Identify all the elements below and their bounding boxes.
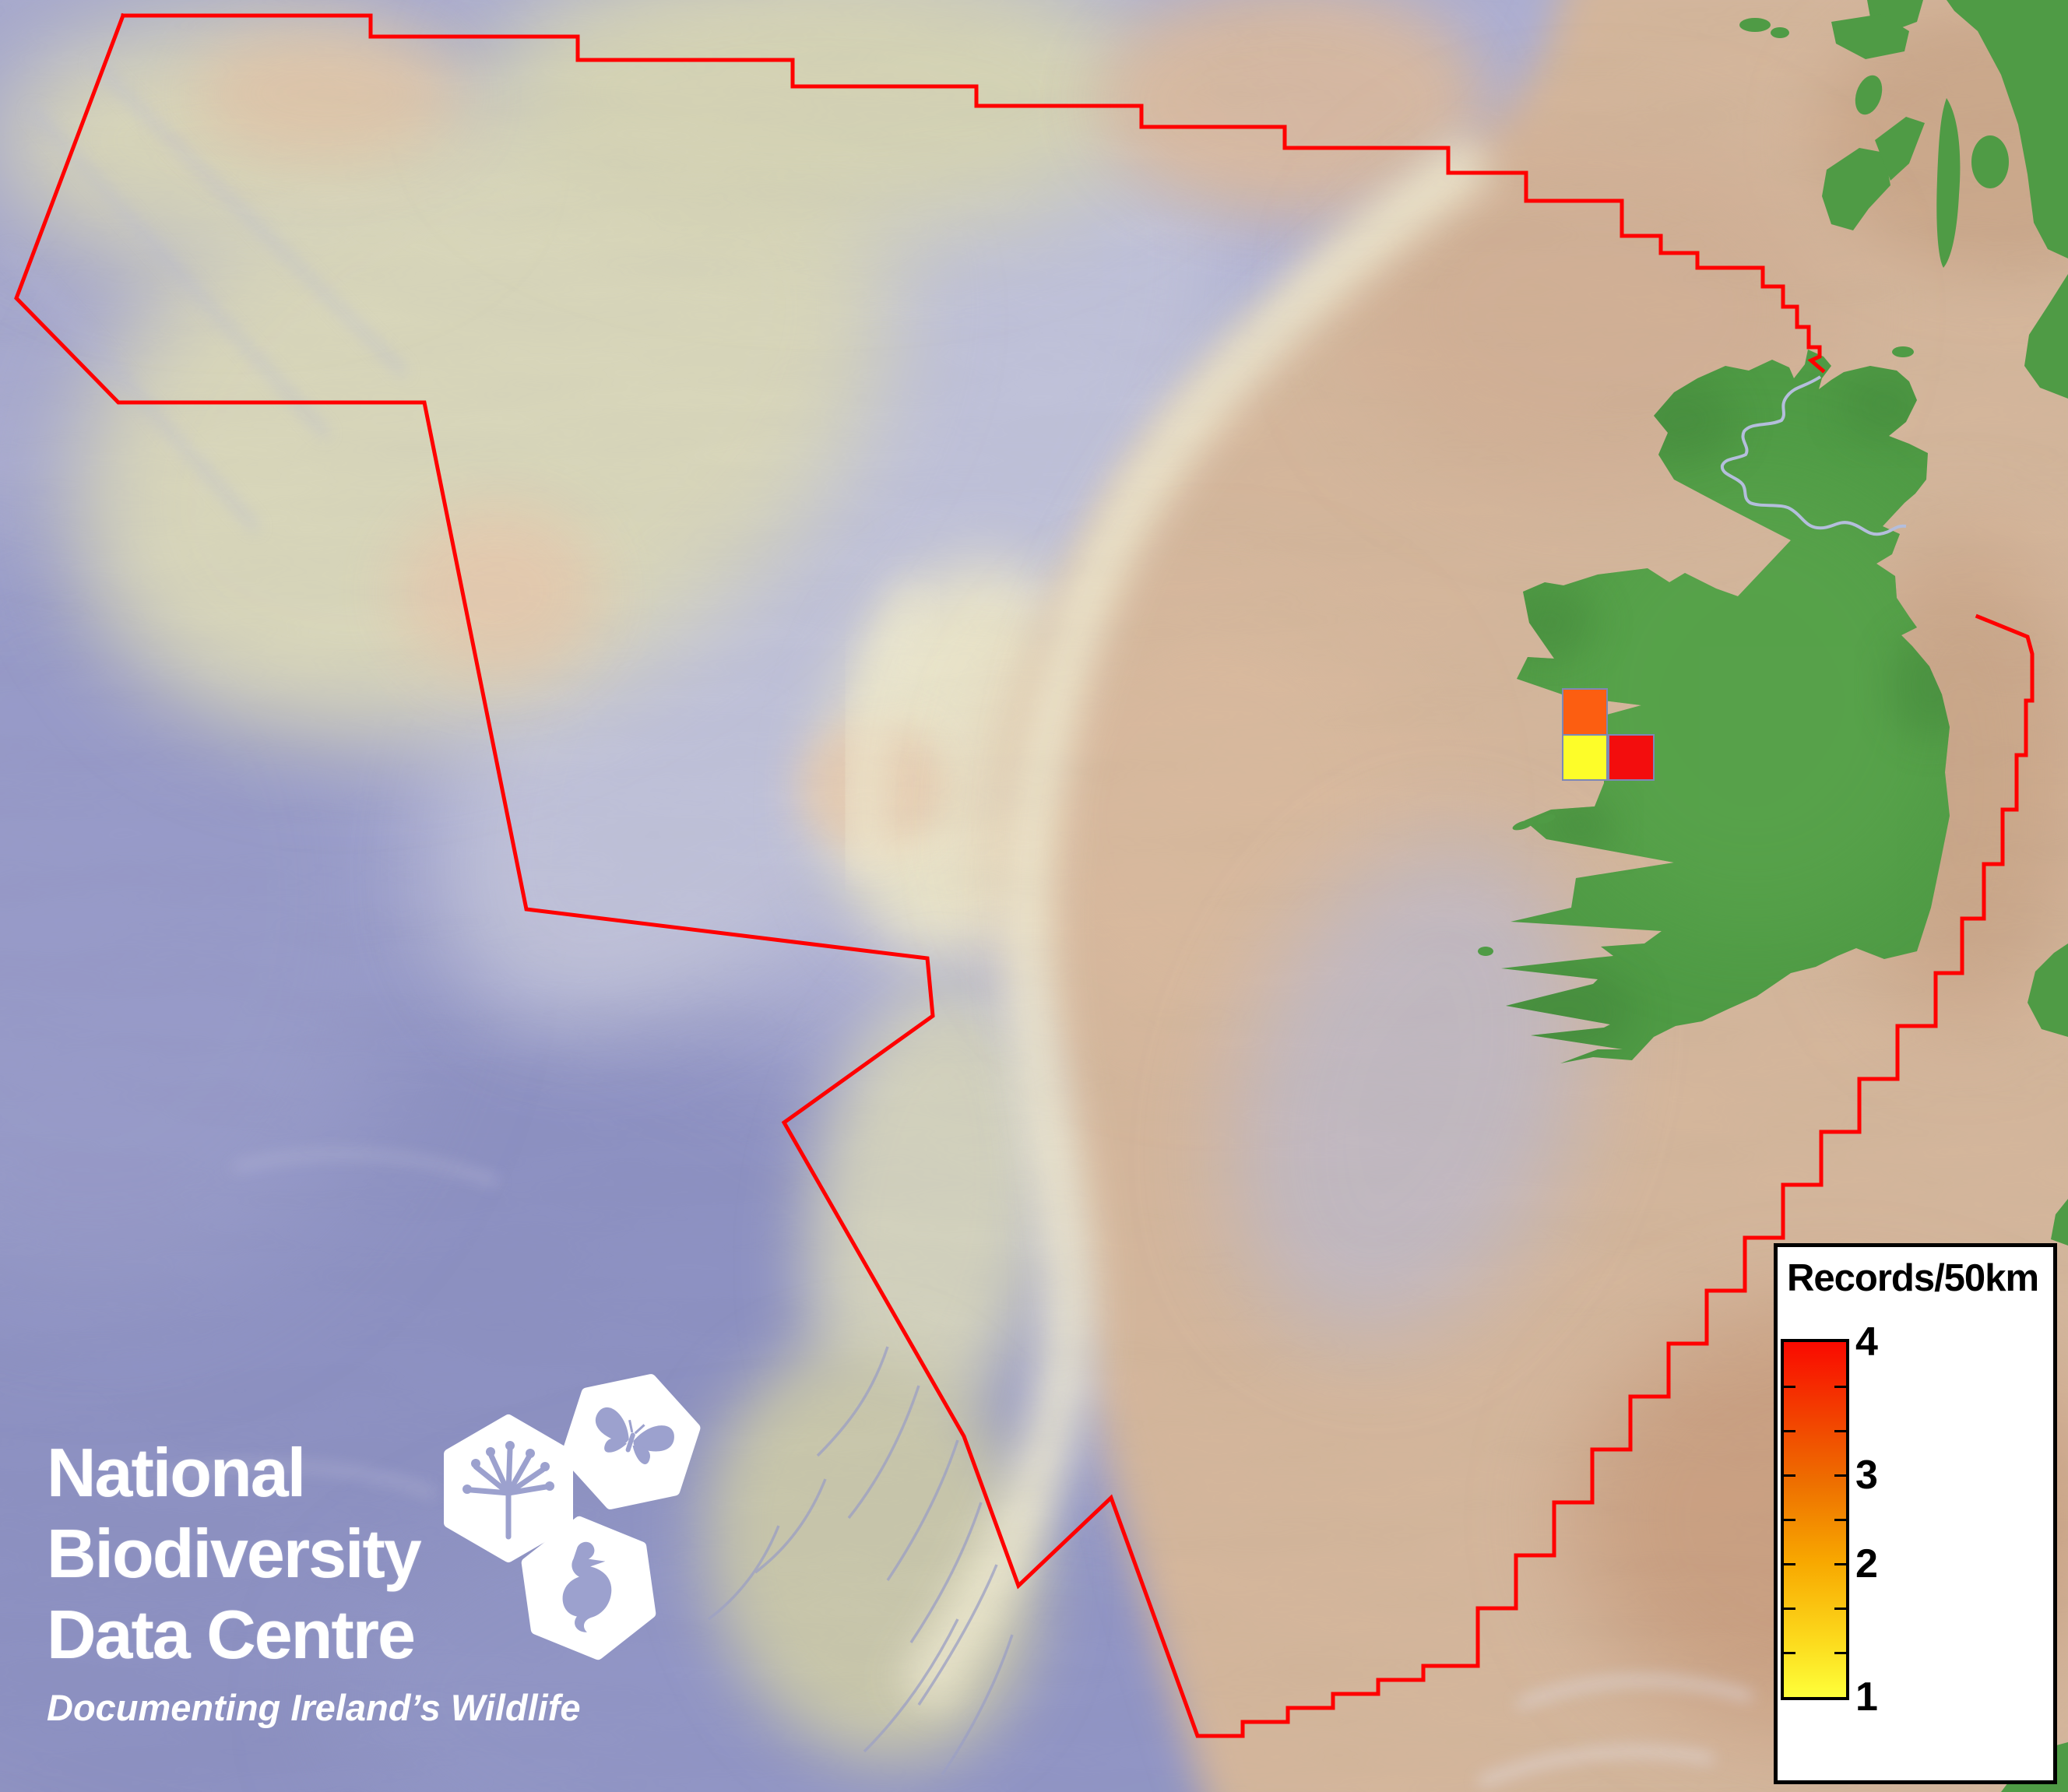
hexagon-seahorse [521, 1516, 656, 1660]
legend-panel: Records/50km 4 3 2 1 [1774, 1243, 2057, 1784]
legend-minor-tick [1834, 1563, 1846, 1565]
logo-tagline: Documenting Ireland’s Wildlife [47, 1687, 581, 1728]
cell-yellow [1562, 734, 1608, 781]
legend-minor-tick [1834, 1608, 1846, 1610]
legend-minor-tick [1784, 1563, 1795, 1565]
tiree-island [1739, 18, 1771, 32]
rathlin-island [1892, 346, 1914, 357]
ni-border-line [1720, 375, 1907, 536]
legend-label-2: 2 [1855, 1541, 1878, 1586]
legend-minor-tick [1784, 1474, 1795, 1477]
legend-minor-tick [1784, 1386, 1795, 1388]
legend-minor-tick [1784, 1519, 1795, 1521]
wales-coast [2028, 943, 2068, 1037]
logo-hexagons [444, 1374, 701, 1660]
landmasses [1478, 0, 2068, 1792]
legend-minor-tick [1784, 1652, 1795, 1654]
scotland-landmass [1947, 0, 2068, 258]
blasket-island [1478, 947, 1493, 956]
eez-boundary-south-east [14, 12, 2035, 1738]
islay-island [1822, 148, 1890, 230]
logo-line-3: Data Centre [47, 1596, 416, 1673]
kintyre-peninsula [1936, 98, 1961, 268]
aran-islands-2 [1537, 813, 1556, 824]
legend-minor-tick [1834, 1474, 1846, 1477]
legend-label-4: 4 [1855, 1319, 1878, 1365]
legend-gradient-bar [1781, 1339, 1849, 1700]
legend-minor-tick [1834, 1386, 1846, 1388]
jura-island [1875, 117, 1925, 181]
cell-red [1608, 734, 1655, 781]
colonsay-island [1855, 75, 1883, 115]
eez-boundary [14, 12, 2035, 1738]
legend-label-1: 1 [1855, 1674, 1878, 1720]
legend-minor-tick [1834, 1519, 1846, 1521]
plant-umbel-icon [462, 1441, 554, 1540]
legend-label-3: 3 [1855, 1453, 1878, 1498]
legend-minor-tick [1784, 1608, 1795, 1610]
legend-title: Records/50km [1787, 1257, 2039, 1299]
logo-line-2: Biodiversity [47, 1515, 422, 1592]
ireland-relief [1501, 370, 1950, 1059]
record-grid-cells [1562, 688, 1655, 781]
coll-island [1771, 27, 1789, 38]
arran-island [1971, 135, 2009, 188]
nbdc-logo: National Biodiversity Data Centre Docume… [47, 1374, 747, 1759]
seahorse-icon [562, 1541, 612, 1632]
galloway-landmass [2024, 274, 2068, 399]
hexagon-plant [444, 1414, 573, 1562]
logo-line-1: National [47, 1434, 306, 1511]
wales-sliver [2051, 1199, 2068, 1246]
aran-islands [1512, 820, 1534, 831]
legend-minor-tick [1834, 1430, 1846, 1432]
hexagon-butterfly [561, 1374, 701, 1509]
eez-boundary-north-west [121, 13, 1826, 374]
butterfly-icon [595, 1407, 674, 1464]
mull-island [1831, 14, 1909, 59]
cell-orange [1562, 688, 1608, 736]
legend-minor-tick [1784, 1430, 1795, 1432]
legend-minor-tick [1834, 1652, 1846, 1654]
